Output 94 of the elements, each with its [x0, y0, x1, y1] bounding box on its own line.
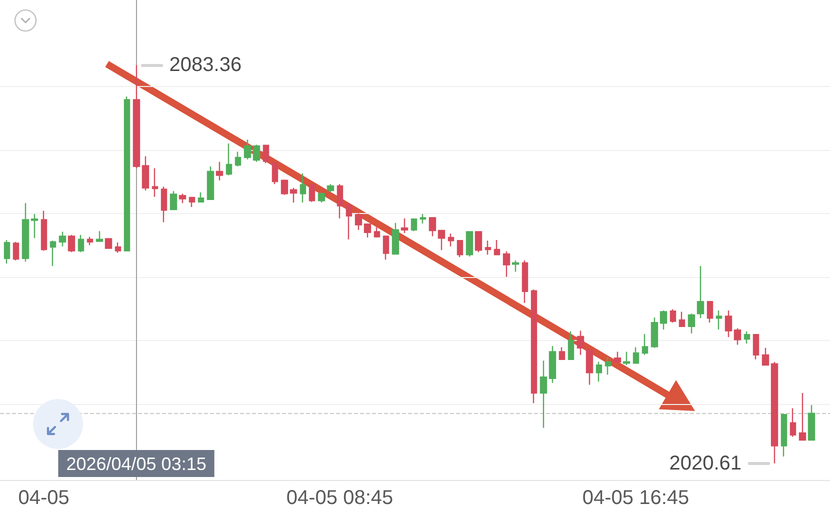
candlestick	[724, 310, 732, 338]
candlestick	[170, 190, 178, 211]
x-tick-label: 04-05 08:45	[286, 487, 394, 509]
candlestick	[734, 328, 742, 346]
candlestick	[206, 166, 214, 201]
candlestick	[798, 392, 806, 442]
candlestick	[660, 310, 668, 330]
candlestick	[354, 212, 362, 230]
candlestick	[96, 230, 104, 243]
candlestick	[4, 239, 10, 264]
candlestick	[744, 330, 750, 344]
candlestick	[346, 202, 352, 240]
candlestick	[642, 333, 648, 356]
candlestick	[494, 239, 500, 256]
candlestick	[280, 179, 288, 196]
candlestick	[752, 333, 760, 360]
candlestick	[604, 356, 612, 376]
candlestick	[466, 230, 474, 258]
candlestick	[160, 186, 168, 223]
candlestick	[790, 408, 796, 438]
candlestick	[234, 151, 242, 167]
candlestick	[132, 64, 140, 169]
candlestick	[326, 184, 334, 192]
candlestick	[68, 234, 76, 253]
candlestick	[198, 192, 204, 204]
candlestick	[762, 347, 770, 366]
candlestick	[392, 222, 400, 256]
candlestick	[576, 330, 584, 356]
candlestick	[400, 218, 408, 234]
candlestick	[290, 187, 298, 204]
candlestick	[568, 330, 574, 360]
annotation: 2020.61	[669, 452, 742, 474]
candlestick	[770, 361, 778, 464]
candlestick	[428, 216, 436, 237]
candlestick	[706, 300, 714, 324]
candlestick	[596, 361, 602, 382]
candlestick	[364, 222, 372, 238]
candlestick	[632, 346, 640, 364]
candlestick	[382, 234, 390, 260]
candlestick	[548, 345, 556, 384]
candlestick	[650, 316, 658, 349]
candlestick	[58, 231, 66, 247]
candlestick	[670, 308, 676, 324]
candlestick	[448, 233, 454, 247]
candlestick	[104, 237, 112, 250]
candlestick	[558, 346, 566, 360]
candlestick	[152, 168, 158, 198]
candlestick	[86, 236, 94, 246]
ref-line-label: 2026/04/05 03:15	[66, 454, 206, 474]
candlestick	[30, 213, 38, 239]
candlestick	[124, 96, 130, 252]
candlestick	[678, 311, 686, 328]
candlestick	[300, 172, 306, 204]
candlestick	[502, 250, 510, 278]
candlestick	[456, 239, 464, 258]
candlestick	[420, 213, 426, 224]
candlestick	[614, 351, 622, 364]
candlestick	[178, 193, 186, 204]
candlestick	[474, 230, 482, 253]
x-tick-label: 04-05	[18, 487, 70, 509]
annotation: 2083.36	[169, 54, 242, 76]
candlestick	[262, 144, 270, 164]
candlestick	[808, 404, 816, 442]
candlestick	[78, 234, 84, 253]
candlestick	[696, 265, 704, 319]
candlestick	[308, 184, 316, 203]
candlestick	[586, 348, 594, 386]
candlestick	[50, 240, 56, 267]
candlestick	[438, 229, 446, 251]
candlestick	[374, 226, 380, 238]
candlestick	[410, 218, 418, 232]
candlestick	[512, 260, 520, 272]
candlestick	[336, 184, 344, 220]
candlestick	[12, 241, 20, 261]
candlestick	[318, 192, 326, 204]
candlestick	[22, 202, 30, 262]
candlestick	[688, 313, 696, 334]
candlestick	[226, 142, 232, 176]
x-tick-label: 04-05 16:45	[582, 487, 690, 509]
candlestick	[540, 360, 548, 429]
candlestick	[522, 260, 528, 304]
candlestick	[252, 144, 260, 163]
candlestick	[530, 288, 538, 404]
candlestick	[40, 210, 48, 252]
candlestick	[716, 310, 722, 330]
candlestick	[114, 242, 122, 254]
candlestick	[188, 196, 196, 208]
candlestick	[780, 414, 788, 458]
candlestick	[484, 240, 492, 256]
candlestick	[622, 351, 630, 366]
candlestick	[244, 139, 252, 160]
candlestick	[142, 156, 150, 192]
candlestick	[216, 161, 224, 181]
candlestick	[272, 162, 278, 185]
